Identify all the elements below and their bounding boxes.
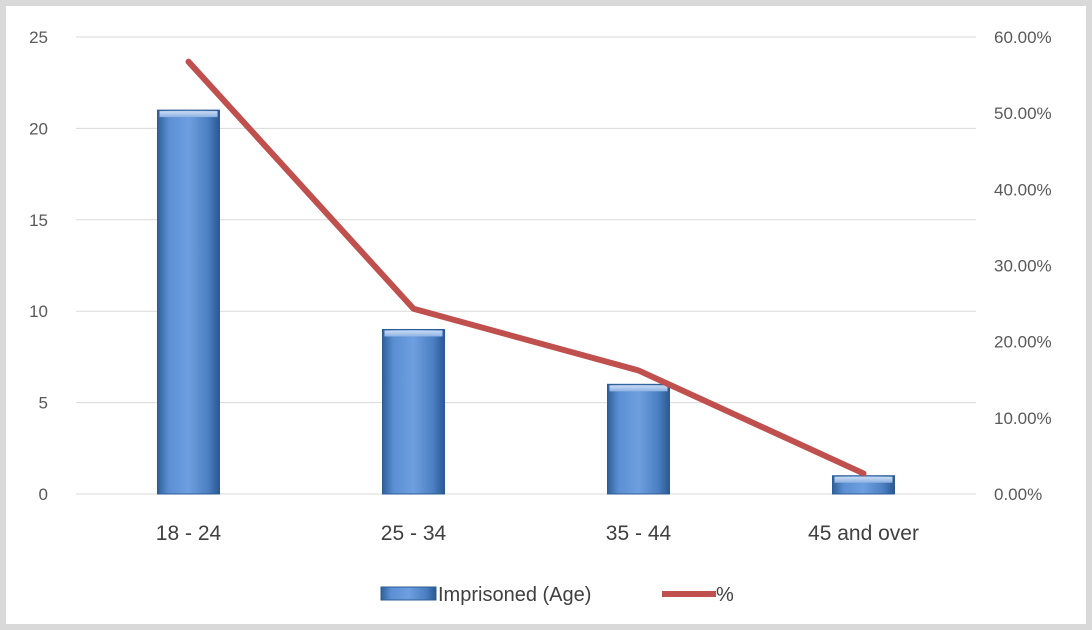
category-axis: 18 - 24 25 - 34 35 - 44 45 and over <box>156 522 919 545</box>
bar-cap <box>609 385 668 392</box>
percent-point-3 <box>638 369 639 371</box>
left-tick-label: 20 <box>29 119 48 138</box>
left-tick-label: 5 <box>39 394 48 413</box>
legend-item-bars: Imprisoned (Age) <box>380 584 591 606</box>
right-tick-label: 60.00% <box>994 28 1052 47</box>
category-label: 25 - 34 <box>381 522 447 545</box>
bar-cap <box>834 476 893 483</box>
right-tick-label: 30.00% <box>994 257 1052 276</box>
bar-body <box>157 109 220 495</box>
percent-point-1 <box>188 61 189 63</box>
right-axis: 0.00% 10.00% 20.00% 30.00% 40.00% 50.00% 60.00… <box>994 28 1052 504</box>
line-series <box>185 58 867 477</box>
percent-point-2 <box>413 308 414 310</box>
right-tick-label: 0.00% <box>994 485 1042 504</box>
left-tick-label: 10 <box>29 302 48 321</box>
percent-point-4 <box>863 472 864 474</box>
bar-cap <box>384 330 443 337</box>
bar-body <box>382 328 445 495</box>
category-label: 35 - 44 <box>606 522 672 545</box>
legend-label-line: % <box>716 584 734 606</box>
left-tick-label: 0 <box>39 485 48 504</box>
left-axis: 0 5 10 15 20 25 <box>29 28 48 504</box>
bar-1 <box>157 109 220 495</box>
right-tick-label: 20.00% <box>994 333 1052 352</box>
bar-body <box>607 383 670 495</box>
right-tick-label: 10.00% <box>994 409 1052 428</box>
legend: Imprisoned (Age) % <box>380 584 734 606</box>
bar-4 <box>832 475 895 495</box>
bar-2 <box>382 328 445 495</box>
left-tick-label: 15 <box>29 211 48 230</box>
bar-cap <box>159 111 218 118</box>
gridlines <box>76 36 976 495</box>
legend-label-bars: Imprisoned (Age) <box>438 584 591 606</box>
legend-item-line: % <box>662 584 734 606</box>
left-tick-label: 25 <box>29 28 48 47</box>
bar-series <box>157 109 895 495</box>
category-label: 45 and over <box>808 522 919 545</box>
percent-line <box>185 58 867 477</box>
category-label: 18 - 24 <box>156 522 222 545</box>
right-tick-label: 50.00% <box>994 104 1052 123</box>
combo-chart: 0 5 10 15 20 25 0.00% 10.00% 20.00% 30.00% 40.00%… <box>29 28 1052 606</box>
bar-3 <box>607 383 670 495</box>
right-tick-label: 40.00% <box>994 180 1052 199</box>
legend-bar-swatch <box>380 586 437 601</box>
